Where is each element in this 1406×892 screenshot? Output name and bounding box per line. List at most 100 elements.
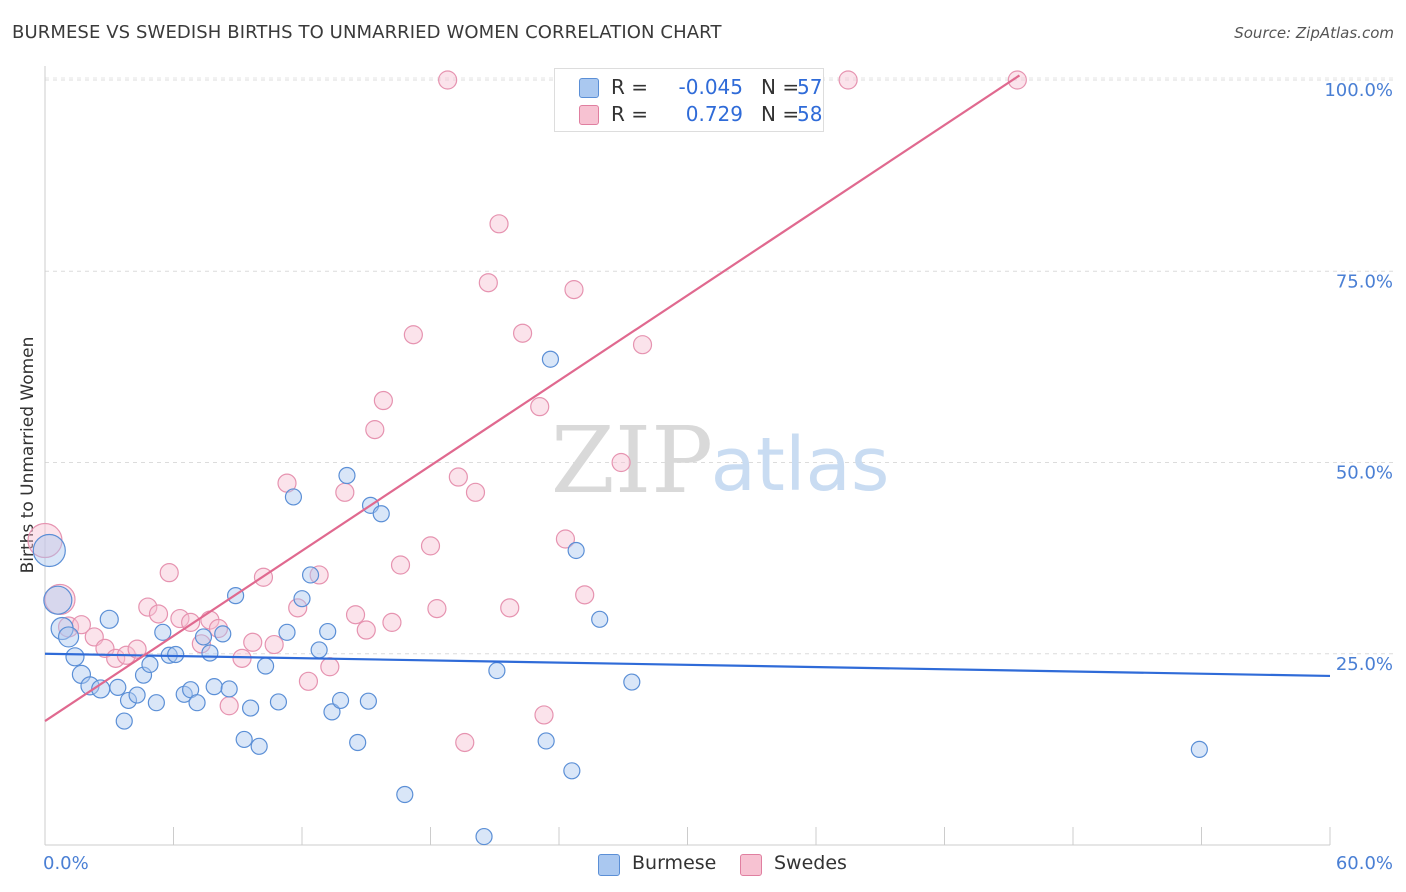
burmese-point (623, 673, 641, 691)
y-tick-label: 25.0% (1336, 654, 1393, 675)
n-label: N = (761, 75, 800, 99)
burmese-trend-line (44, 652, 1331, 678)
grid-lines (45, 77, 1393, 655)
source-label: Source: ZipAtlas.com (1234, 24, 1394, 42)
swedes-point (335, 482, 355, 502)
burmese-point (567, 541, 585, 560)
burmese-point (591, 610, 609, 628)
swedes-point (219, 696, 239, 716)
swedes-point (288, 598, 308, 618)
swedes-point (575, 585, 595, 605)
swedes-point (264, 634, 284, 655)
burmese-point (284, 488, 303, 506)
burmese-point (154, 623, 172, 641)
burmese-point (214, 625, 232, 643)
swedes-point (555, 529, 576, 549)
burmese-point (349, 733, 367, 752)
swedes-point (420, 536, 441, 556)
swedes-point (345, 605, 366, 625)
swedes-point (127, 639, 147, 659)
burmese-point (167, 645, 185, 664)
watermark: ZIP atlas (551, 407, 890, 514)
burmese-point (201, 644, 219, 662)
n-value: 58 (797, 102, 823, 126)
swedes-point (1007, 70, 1027, 90)
r-label: R = (611, 102, 649, 126)
burmese-point (194, 628, 213, 646)
swedes-point (390, 555, 411, 575)
x-tick-label: 60.0% (1336, 853, 1393, 874)
burmese-point (278, 623, 296, 641)
swedes-point (208, 618, 229, 639)
burmese-point (141, 655, 159, 674)
swedes-point (138, 597, 158, 617)
burmese-point (43, 585, 73, 615)
n-label: N = (761, 102, 800, 126)
watermark-atlas: atlas (711, 422, 890, 508)
burmese-point (242, 699, 260, 717)
swedes-point (438, 70, 458, 90)
burmese-point (119, 691, 138, 710)
x-tick-label: 0.0% (43, 853, 89, 874)
swedes-point (512, 323, 533, 343)
swedes-point (838, 70, 858, 90)
swedes-point (534, 705, 554, 725)
swedes-point (159, 563, 179, 583)
r-label: R = (611, 75, 649, 99)
burmese-point (563, 762, 581, 780)
swedes-point (465, 482, 486, 502)
burmese-point (65, 647, 85, 667)
burmese-point (310, 641, 328, 659)
series-burmese-points (32, 350, 1208, 846)
trend-lines (44, 74, 1331, 722)
burmese-swatch (579, 78, 599, 98)
burmese-point (220, 680, 238, 698)
burmese-point (1190, 740, 1208, 758)
burmese-point (250, 737, 268, 755)
burmese-point (256, 657, 275, 675)
swedes-point (448, 467, 468, 487)
legend-label-burmese: Burmese (632, 852, 717, 874)
swedes-point (427, 599, 447, 619)
legend-label-swedes: Swedes (774, 852, 847, 874)
swedes-point (356, 620, 376, 640)
swedes-point (148, 604, 169, 624)
burmese-point (128, 686, 146, 704)
burmese-point (205, 678, 223, 696)
swedes-point (365, 420, 385, 440)
swedes-point (170, 608, 190, 629)
burmese-point (372, 505, 390, 523)
burmese-point (338, 466, 356, 485)
burmese-point (109, 678, 127, 697)
swedes-point (320, 657, 340, 677)
swedes-point (243, 632, 263, 652)
burmese-point (301, 566, 320, 584)
y-tick-label: 50.0% (1336, 463, 1393, 484)
series-swedes-points (27, 70, 1027, 753)
burmese-point (475, 827, 493, 846)
swedes-point (632, 335, 653, 355)
swedes-trend-line (44, 74, 1021, 722)
burmese-point (331, 691, 350, 710)
burmese-point (323, 703, 341, 721)
swedes-point (500, 598, 520, 618)
y-tick-label: 75.0% (1336, 271, 1393, 292)
y-tick-label: 100.0% (1324, 80, 1393, 101)
swedes-swatch (740, 854, 762, 876)
burmese-swatch (598, 854, 620, 876)
swedes-point (382, 612, 402, 632)
swedes-point (489, 214, 509, 234)
burmese-point (396, 785, 414, 804)
burmese-point (541, 350, 560, 368)
swedes-point (403, 325, 423, 345)
burmese-point (269, 693, 288, 711)
swedes-point (478, 273, 498, 293)
burmese-point (319, 622, 337, 641)
swedes-point (373, 390, 393, 411)
burmese-point (537, 732, 555, 750)
burmese-point (488, 661, 506, 680)
swedes-point (95, 638, 115, 658)
burmese-point (293, 590, 311, 608)
burmese-point (235, 730, 253, 749)
